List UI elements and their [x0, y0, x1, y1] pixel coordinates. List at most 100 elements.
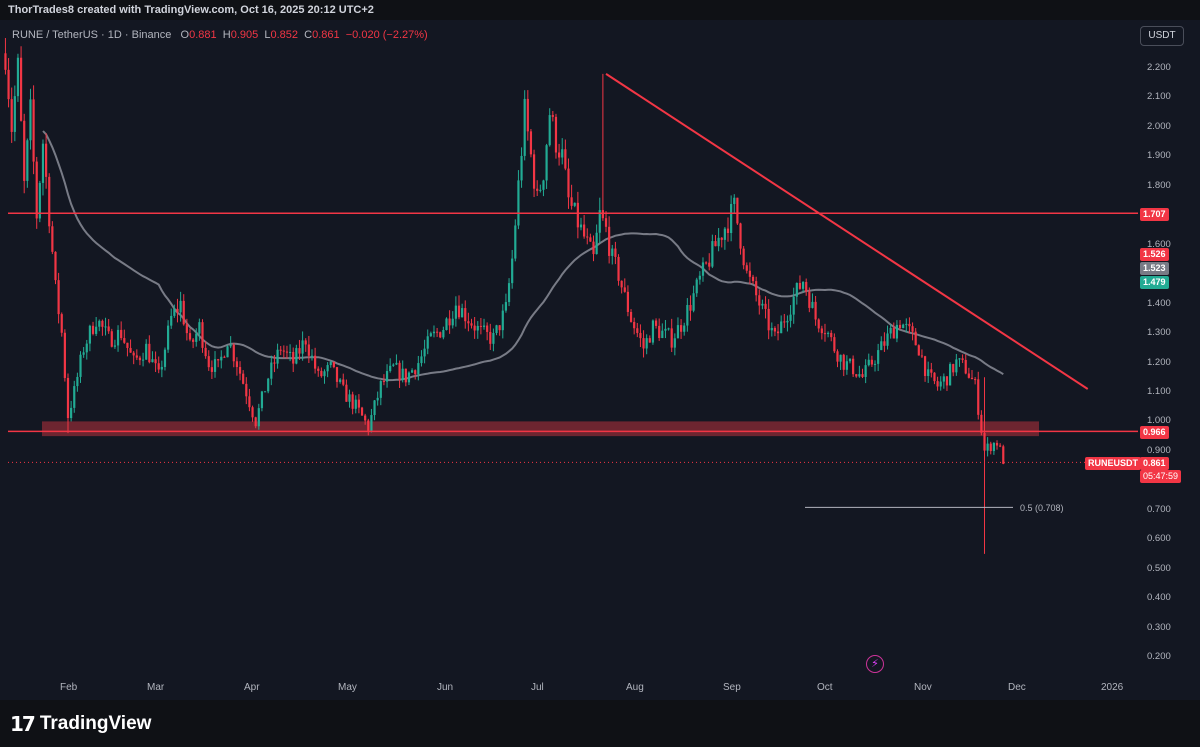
candle-body: [658, 325, 661, 338]
candle-body: [517, 180, 520, 226]
candle-body: [417, 363, 420, 375]
y-tick-label: 0.200: [1147, 651, 1171, 662]
candle-body: [401, 368, 404, 381]
candle-body: [179, 300, 182, 313]
candle-body: [210, 367, 213, 372]
candle-body: [486, 325, 489, 332]
candle-body: [248, 396, 251, 408]
candle-body: [761, 303, 764, 306]
candle-body: [686, 304, 689, 326]
candle-body: [426, 336, 429, 349]
candle-body: [623, 287, 626, 292]
candle-body: [267, 378, 270, 392]
candle-body: [220, 356, 223, 361]
candle-body: [95, 326, 98, 334]
candle-body: [348, 394, 351, 402]
candle-body: [648, 338, 651, 343]
candle-body: [902, 324, 905, 329]
candle-body: [141, 359, 145, 361]
candle-body: [85, 343, 88, 353]
tradingview-logo-icon: 17: [10, 712, 36, 736]
candle-body: [360, 407, 364, 416]
currency-button[interactable]: USDT: [1140, 26, 1184, 46]
low-label: L: [264, 29, 271, 41]
open-value: 0.881: [189, 29, 217, 41]
candle-body: [817, 319, 820, 329]
candle-body: [45, 143, 48, 177]
candle-body: [980, 414, 983, 433]
lightning-alert-icon[interactable]: ⚡: [866, 655, 884, 673]
candle-body: [773, 327, 777, 332]
candle-body: [279, 349, 282, 351]
price-tag-1: 1.526: [1140, 248, 1169, 261]
candle-body: [326, 365, 329, 372]
y-tick-label: 2.200: [1147, 62, 1171, 73]
candle-body: [295, 348, 298, 364]
candle-body: [229, 344, 232, 347]
candle-body: [611, 248, 614, 256]
candle-body: [473, 325, 476, 331]
y-tick-label: 0.700: [1147, 503, 1171, 515]
price-tag-2: 1.523: [1140, 262, 1169, 275]
candle-body: [748, 270, 752, 277]
candle-body: [213, 359, 217, 372]
candle-body: [285, 351, 289, 353]
candle-body: [511, 258, 514, 284]
candle-body: [73, 386, 76, 408]
candle-body: [608, 226, 611, 256]
candle-body: [454, 305, 457, 319]
candle-body: [586, 236, 589, 238]
candle-body: [35, 161, 38, 219]
candle-body: [514, 225, 517, 259]
tradingview-logo[interactable]: 17 TradingView: [10, 712, 151, 736]
candle-body: [304, 340, 307, 345]
candle-body: [420, 356, 423, 364]
candle-body: [661, 330, 664, 338]
candle-body: [770, 327, 773, 331]
high-label: H: [222, 29, 231, 41]
candle-body: [482, 325, 486, 327]
candle-body: [767, 308, 770, 331]
candle-body: [598, 210, 601, 233]
candle-body: [567, 168, 570, 198]
candle-body: [66, 377, 70, 419]
candle-body: [529, 131, 533, 155]
fib-level-label: 0.5 (0.708): [1020, 503, 1064, 513]
candle-body: [504, 302, 508, 311]
candle-body: [398, 362, 401, 381]
candle-body: [526, 98, 529, 132]
candle-body: [698, 275, 701, 280]
candle-body: [811, 301, 814, 308]
candle-body: [711, 241, 714, 267]
candle-body: [461, 308, 464, 318]
candle-body: [232, 344, 235, 362]
candle-body: [977, 379, 980, 415]
candle-body: [626, 291, 630, 312]
candle-body: [367, 420, 370, 431]
x-tick-label: Mar: [147, 682, 165, 693]
candle-body: [570, 197, 573, 206]
candle-body: [573, 202, 576, 206]
candle-body: [927, 369, 930, 377]
candle-body: [404, 368, 407, 383]
candle-body: [861, 374, 864, 377]
candle-body: [157, 363, 160, 370]
open-label: O: [180, 29, 190, 41]
candle-body: [992, 442, 995, 452]
candle-body: [654, 320, 658, 326]
candle-body: [282, 350, 285, 352]
candle-body: [814, 301, 817, 320]
candle-body: [7, 69, 10, 100]
candle-body: [192, 339, 195, 342]
candle-body: [120, 329, 123, 339]
candle-body: [104, 326, 107, 328]
chart-pane[interactable]: [0, 20, 1200, 700]
candle-body: [320, 370, 323, 377]
candle-body: [176, 308, 179, 313]
x-tick-label: Aug: [626, 682, 644, 693]
close-value: 0.861: [312, 29, 340, 41]
candle-body: [126, 342, 129, 348]
y-tick-label: 1.300: [1147, 327, 1171, 339]
candlestick-chart[interactable]: [0, 0, 1200, 700]
countdown-tag: 05:47:59: [1140, 470, 1182, 483]
